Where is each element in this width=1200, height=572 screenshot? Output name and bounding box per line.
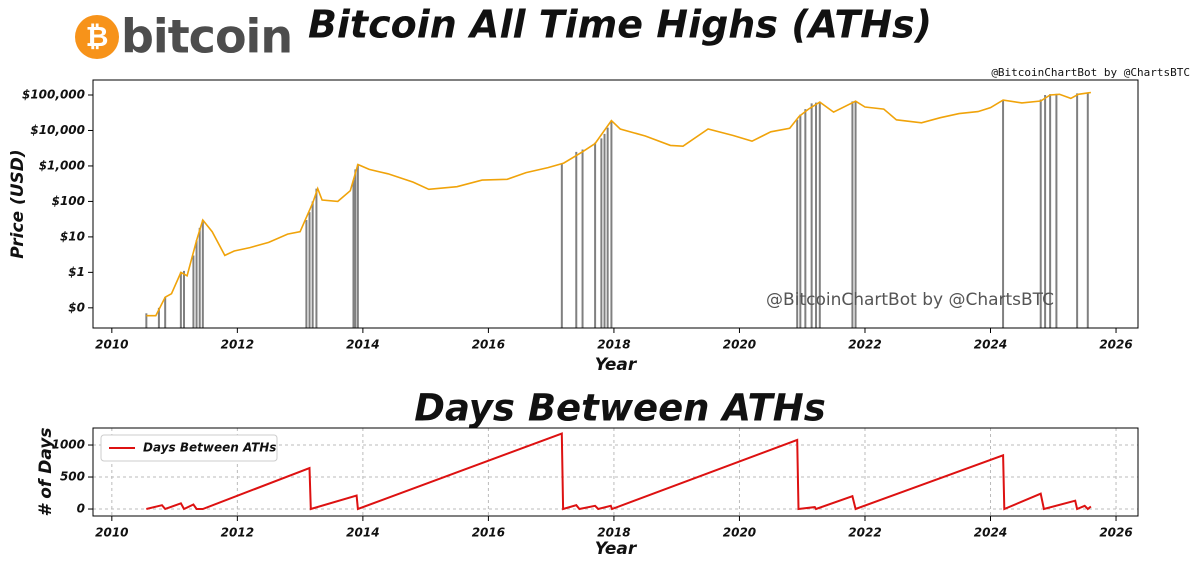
plot-frame xyxy=(92,79,1139,329)
logo-circle xyxy=(75,15,119,59)
price-line xyxy=(146,91,1092,317)
y-tick-label: $10 xyxy=(60,229,85,243)
watermark: @BitcoinChartBot by @ChartsBTC xyxy=(766,290,1054,310)
chart-title: Days Between ATHs xyxy=(414,387,825,430)
x-tick-label: 2018 xyxy=(597,338,630,352)
x-tick-label: 2014 xyxy=(346,526,379,540)
y-tick-label: 0 xyxy=(77,502,85,516)
legend-label: Days Between ATHs xyxy=(143,441,276,455)
y-tick-label: $0 xyxy=(68,300,85,314)
x-tick-label: 2012 xyxy=(221,526,254,540)
legend-box xyxy=(100,434,278,462)
chart-title: Bitcoin All Time Highs (ATHs) xyxy=(308,3,932,47)
credit: @BitcoinChartBot by @ChartsBTC xyxy=(991,66,1190,79)
y-tick-label: $100 xyxy=(52,194,85,208)
x-tick-label: 2020 xyxy=(723,338,756,352)
x-tick-label: 2022 xyxy=(848,338,881,352)
x-tick-label: 2016 xyxy=(472,526,505,540)
x-axis-label: Year xyxy=(595,539,638,559)
x-tick-label: 2026 xyxy=(1099,338,1132,352)
series-line xyxy=(146,432,1092,511)
x-tick-label: 2014 xyxy=(346,338,379,352)
x-tick-label: 2022 xyxy=(848,526,881,540)
x-tick-label: 2020 xyxy=(723,526,756,540)
x-tick-label: 2010 xyxy=(95,338,128,352)
y-tick-label: $100,000 xyxy=(22,88,85,102)
y-tick-label: 1000 xyxy=(52,438,85,452)
y-tick-label: 500 xyxy=(60,470,85,484)
x-tick-label: 2010 xyxy=(95,526,128,540)
x-tick-label: 2018 xyxy=(597,526,630,540)
y-tick-label: $1 xyxy=(68,265,85,279)
logo-symbol: ₿ xyxy=(86,20,109,53)
x-tick-label: 2024 xyxy=(974,338,1007,352)
y-tick-label: $10,000 xyxy=(30,123,85,137)
x-axis-label: Year xyxy=(595,355,638,375)
plot-frame xyxy=(92,427,1139,517)
logo-text: bitcoin xyxy=(121,10,292,64)
y-axis-label: Price (USD) xyxy=(8,149,28,258)
x-tick-label: 2016 xyxy=(472,338,505,352)
x-tick-label: 2012 xyxy=(221,338,254,352)
y-tick-label: $1,000 xyxy=(39,158,85,172)
x-tick-label: 2026 xyxy=(1099,526,1132,540)
y-axis-label: # of Days xyxy=(36,427,56,516)
x-tick-label: 2024 xyxy=(974,526,1007,540)
